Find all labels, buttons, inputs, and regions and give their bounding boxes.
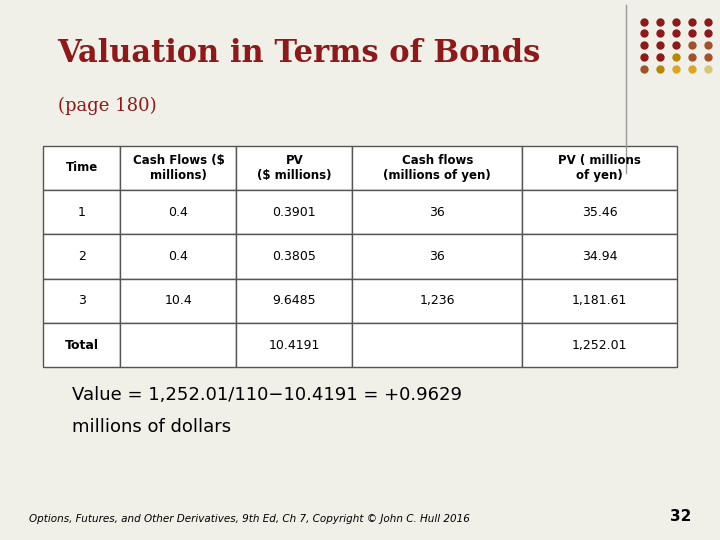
Text: Time: Time — [66, 161, 98, 174]
Bar — [522, 146, 677, 190]
Bar — [43, 234, 120, 279]
Bar — [120, 234, 236, 279]
Text: 35.46: 35.46 — [582, 206, 617, 219]
Bar — [120, 190, 236, 234]
Text: 2: 2 — [78, 250, 86, 263]
Text: 3: 3 — [78, 294, 86, 307]
Bar — [522, 190, 677, 234]
Bar — [352, 323, 522, 367]
Bar — [120, 323, 236, 367]
Text: Options, Futures, and Other Derivatives, 9th Ed, Ch 7, Copyright © John C. Hull : Options, Futures, and Other Derivatives,… — [29, 514, 469, 524]
Bar — [43, 323, 120, 367]
Bar — [352, 279, 522, 323]
Text: 0.3805: 0.3805 — [272, 250, 316, 263]
Bar — [43, 146, 120, 190]
Bar — [522, 234, 677, 279]
Bar — [43, 279, 120, 323]
Text: 1,252.01: 1,252.01 — [572, 339, 627, 352]
Text: 9.6485: 9.6485 — [272, 294, 316, 307]
Bar — [236, 279, 352, 323]
Bar — [236, 190, 352, 234]
Bar — [120, 146, 236, 190]
Text: 0.4: 0.4 — [168, 206, 189, 219]
Bar — [352, 190, 522, 234]
Text: 1: 1 — [78, 206, 86, 219]
Bar — [43, 190, 120, 234]
Text: 10.4191: 10.4191 — [269, 339, 320, 352]
Text: 0.4: 0.4 — [168, 250, 189, 263]
Text: 36: 36 — [429, 206, 445, 219]
Text: Valuation in Terms of Bonds: Valuation in Terms of Bonds — [58, 38, 541, 69]
Bar — [522, 323, 677, 367]
Text: PV
($ millions): PV ($ millions) — [257, 154, 332, 182]
Text: Cash flows
(millions of yen): Cash flows (millions of yen) — [383, 154, 491, 182]
Text: Value = 1,252.01/110−10.4191 = +0.9629: Value = 1,252.01/110−10.4191 = +0.9629 — [72, 386, 462, 404]
Bar — [236, 234, 352, 279]
Text: 32: 32 — [670, 509, 691, 524]
Text: 1,236: 1,236 — [420, 294, 455, 307]
Text: 0.3901: 0.3901 — [272, 206, 316, 219]
Text: millions of dollars: millions of dollars — [72, 418, 231, 436]
Bar — [120, 279, 236, 323]
Bar — [352, 146, 522, 190]
Bar — [236, 323, 352, 367]
Text: PV ( millions
of yen): PV ( millions of yen) — [558, 154, 641, 182]
Text: 34.94: 34.94 — [582, 250, 617, 263]
Text: (page 180): (page 180) — [58, 97, 156, 116]
Text: Cash Flows ($
millions): Cash Flows ($ millions) — [132, 154, 225, 182]
Bar — [236, 146, 352, 190]
Text: Total: Total — [65, 339, 99, 352]
Text: 10.4: 10.4 — [165, 294, 192, 307]
Bar — [352, 234, 522, 279]
Text: 1,181.61: 1,181.61 — [572, 294, 627, 307]
Bar — [522, 279, 677, 323]
Text: 36: 36 — [429, 250, 445, 263]
